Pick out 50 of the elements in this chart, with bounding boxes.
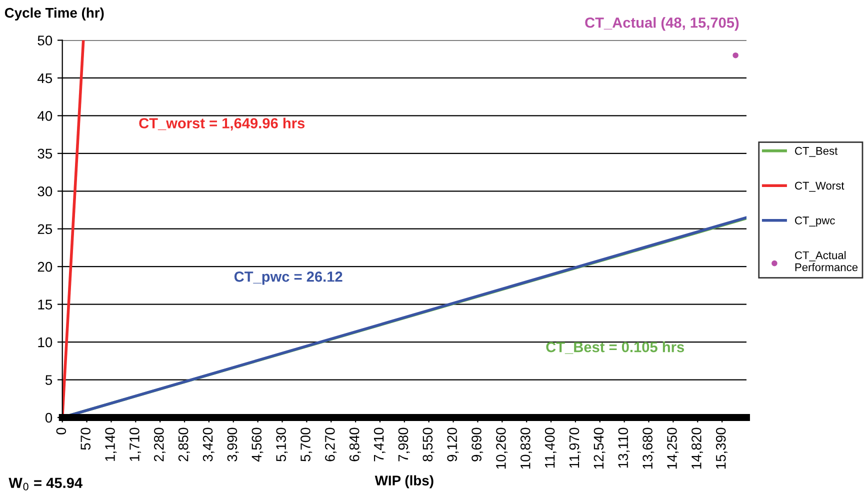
x-tick-label: 2,280 [154, 428, 166, 462]
x-tick-label: 0 [56, 428, 66, 434]
annotation: CT_Best = 0.105 hrs [546, 342, 684, 354]
y-tick-label: 30 [38, 186, 52, 196]
x-tick-label: 10,830 [520, 428, 532, 469]
x-tick-label: 570 [80, 428, 91, 450]
text: W$_{0}$ = 45.94 [8, 478, 82, 490]
legend-label: CT_Best [795, 146, 838, 157]
x-tick-label: 2,850 [178, 428, 190, 462]
x-tick-label: 7,980 [398, 428, 410, 462]
legend-label: CT_Actual Performance [795, 251, 858, 272]
x-tick-label: 15,390 [716, 428, 728, 469]
x-tick-label: 11,400 [544, 428, 556, 468]
legend-label: CT_pwc [795, 216, 835, 227]
x-tick-label: 4,560 [252, 428, 264, 462]
x-axis-title: WIP (lbs) [374, 475, 434, 488]
y-tick-label: 50 [38, 36, 52, 46]
x-tick-label: 6,840 [349, 428, 361, 462]
x-tick-label: 9,120 [447, 428, 459, 462]
x-tick-label: 6,270 [325, 428, 336, 462]
x-tick-label: 1,710 [130, 428, 142, 461]
y-tick-label: 20 [38, 262, 52, 272]
x-tick-label: 8,550 [422, 428, 434, 462]
annotation: CT_pwc = 26.12 [234, 271, 342, 285]
legend-label: CT_Worst [795, 182, 844, 192]
y-tick-label: 35 [38, 148, 52, 159]
x-tick-label: 5,700 [300, 428, 312, 462]
x-tick-label: 1,140 [105, 428, 117, 461]
x-tick-label: 12,540 [594, 428, 606, 469]
y-tick-label: 40 [38, 111, 52, 121]
x-tick-label: 5,130 [276, 428, 288, 462]
x-tick-label: 14,250 [667, 428, 679, 469]
y-tick-label: 45 [38, 73, 52, 84]
x-tick-label: 13,680 [642, 428, 654, 469]
x-tick-label: 14,820 [692, 428, 703, 469]
y-tick-label: 0 [45, 412, 52, 423]
y-tick-label: 5 [45, 375, 52, 385]
x-tick-label: 7,410 [374, 428, 386, 462]
x-tick-label: 11,970 [569, 428, 581, 468]
x-tick-label: 9,690 [472, 428, 484, 462]
x-tick-label: 10,260 [496, 428, 508, 469]
x-tick-label: 3,990 [227, 428, 239, 462]
annotation: CT_worst = 1,649.96 hrs [139, 118, 305, 131]
x-tick-label: 3,420 [202, 428, 214, 462]
y-tick-label: 10 [38, 337, 52, 348]
text: CT_Actual (48, 15,705) [585, 17, 739, 31]
y-tick-label: 25 [38, 224, 52, 234]
x-tick-label: 13,110 [618, 428, 630, 468]
y-tick-label: 15 [38, 300, 52, 310]
y-axis-title: Cycle Time (hr) [4, 8, 104, 20]
